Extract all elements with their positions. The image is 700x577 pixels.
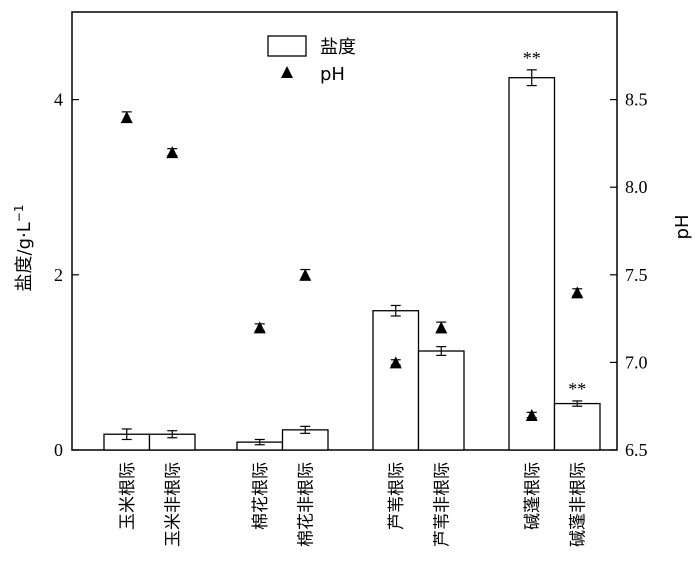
ph-point: [525, 408, 538, 421]
bar: [417, 350, 465, 451]
legend-bar-swatch: [267, 35, 307, 57]
plot-area: 0 2 4 6.5 7.0 7.5 8.0 8.5 玉米根际 玉米非根际 棉花根际 棉花非根际 芦苇根际…: [54, 11, 648, 547]
bar: [372, 310, 420, 451]
legend: 盐度 pH: [267, 35, 356, 85]
y2-tick-label: 8.0: [625, 177, 648, 197]
ph-point: [435, 321, 448, 334]
ph-point: [299, 268, 312, 281]
ph-point: [253, 321, 266, 334]
category-label: 芦苇非根际: [432, 462, 452, 547]
y-tick-label: 0: [54, 440, 63, 460]
legend-triangle-marker: [281, 66, 293, 78]
y2-tick-label: 8.5: [625, 90, 648, 110]
legend-marker-label: pH: [320, 64, 345, 85]
bar: [553, 402, 601, 451]
category-label: 芦苇根际: [387, 462, 407, 530]
y-tick-label: 4: [54, 90, 63, 110]
category-label: 玉米非根际: [163, 462, 183, 547]
significance-label: **: [523, 48, 541, 68]
plot-frame: [71, 11, 618, 451]
legend-bar-label: 盐度: [320, 37, 356, 58]
y-axis-title: 盐度/g·L−1: [12, 205, 35, 292]
category-label: 碱蓬非根际: [568, 462, 588, 547]
category-label: 玉米根际: [118, 462, 138, 530]
ph-point: [120, 111, 133, 124]
ph-point: [389, 356, 402, 369]
significance-label: **: [568, 379, 586, 399]
bar: [508, 77, 556, 451]
y2-tick-label: 7.0: [625, 352, 648, 372]
y2-axis-title: pH: [672, 215, 693, 240]
ph-point: [571, 286, 584, 299]
category-label: 碱蓬根际: [523, 462, 543, 530]
y2-tick-label: 7.5: [625, 265, 648, 285]
y2-tick-label: 6.5: [625, 440, 648, 460]
category-label: 棉花根际: [251, 462, 271, 530]
y-tick-label: 2: [54, 265, 63, 285]
ph-point: [166, 146, 179, 159]
category-label: 棉花非根际: [296, 462, 316, 547]
